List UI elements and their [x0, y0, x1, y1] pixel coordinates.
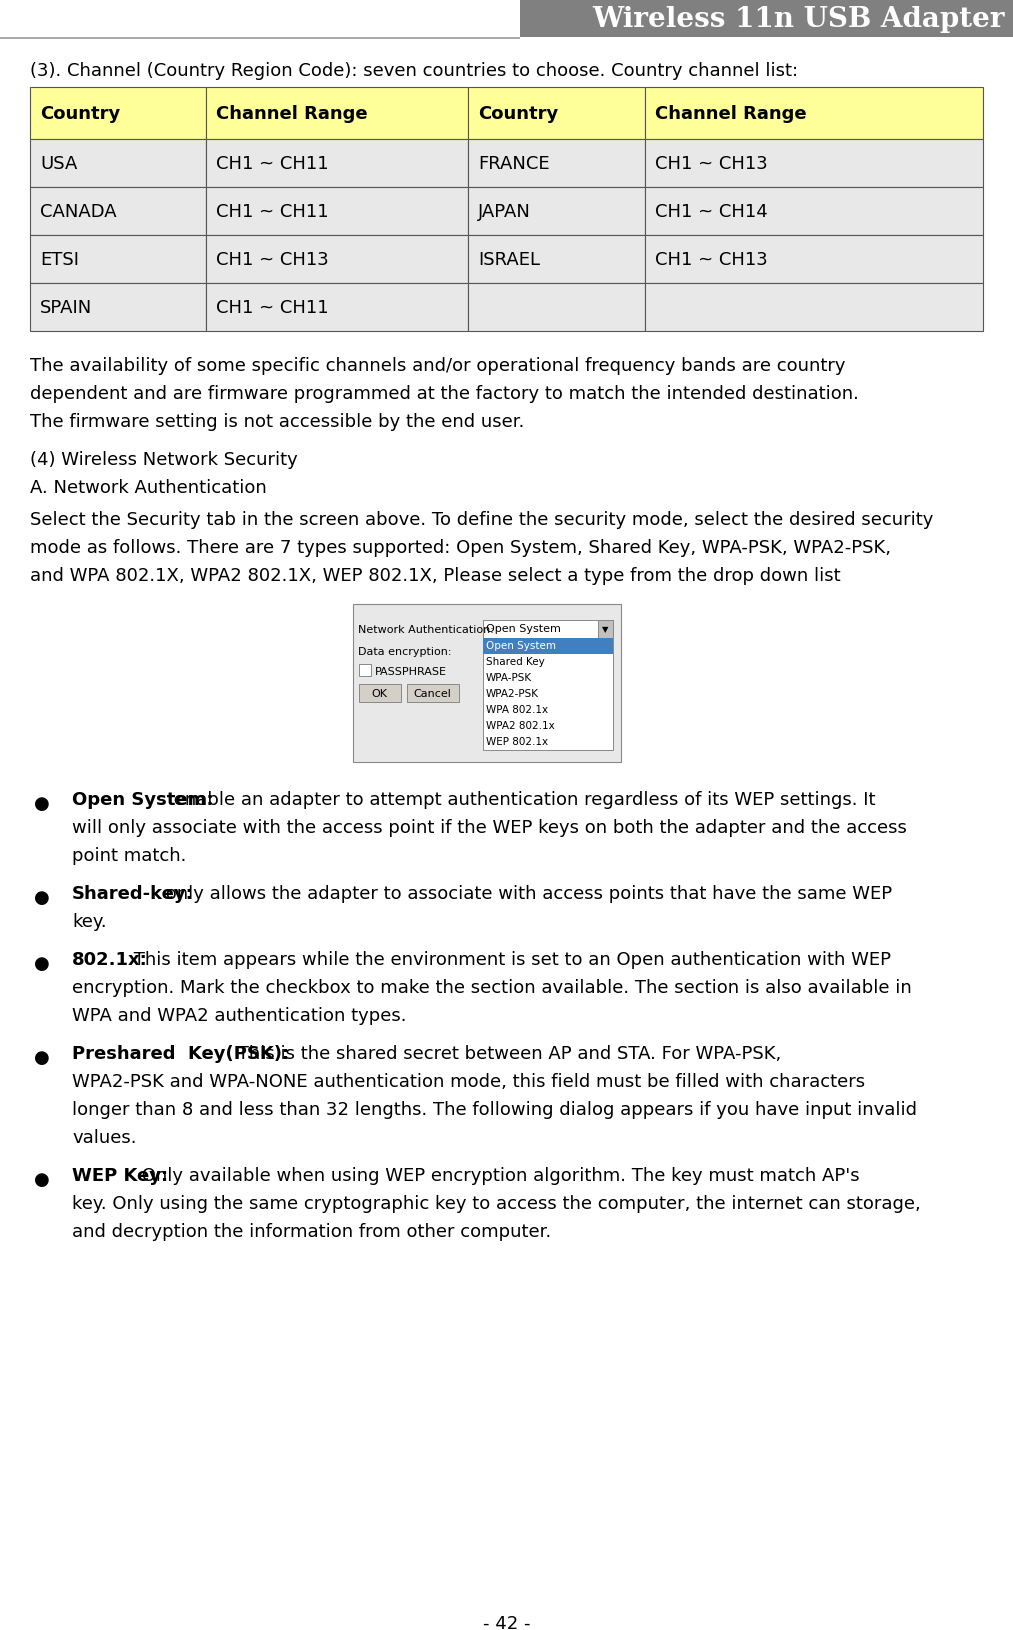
- Text: CH1 ~ CH11: CH1 ~ CH11: [217, 155, 329, 173]
- Bar: [482, 621, 613, 639]
- Text: CH1 ~ CH11: CH1 ~ CH11: [217, 298, 329, 316]
- Text: CH1 ~ CH11: CH1 ~ CH11: [217, 202, 329, 220]
- Bar: [30, 140, 207, 187]
- Text: Channel Range: Channel Range: [654, 104, 806, 122]
- Bar: [468, 236, 644, 284]
- Bar: [30, 284, 207, 333]
- Text: point match.: point match.: [72, 846, 186, 864]
- Text: CH1 ~ CH13: CH1 ~ CH13: [217, 251, 329, 269]
- Text: This item appears while the environment is set to an Open authentication with WE: This item appears while the environment …: [128, 950, 891, 968]
- Bar: [468, 187, 644, 236]
- Bar: [468, 140, 644, 187]
- Text: CANADA: CANADA: [40, 202, 116, 220]
- Text: only allows the adapter to associate with access points that have the same WEP: only allows the adapter to associate wit…: [160, 885, 892, 903]
- Bar: [30, 236, 207, 284]
- Text: and WPA 802.1X, WPA2 802.1X, WEP 802.1X, Please select a type from the drop down: and WPA 802.1X, WPA2 802.1X, WEP 802.1X,…: [30, 567, 841, 585]
- Bar: [468, 284, 644, 333]
- Text: OK: OK: [372, 688, 388, 699]
- Text: PASSPHRASE: PASSPHRASE: [375, 667, 447, 676]
- Text: will only associate with the access point if the WEP keys on both the adapter an: will only associate with the access poin…: [72, 818, 907, 836]
- Text: Country: Country: [40, 104, 121, 122]
- Bar: [482, 639, 613, 655]
- Text: Channel Range: Channel Range: [217, 104, 368, 122]
- Bar: [644, 88, 983, 140]
- Bar: [353, 605, 621, 763]
- Text: ISRAEL: ISRAEL: [478, 251, 540, 269]
- Text: WPA2 802.1x: WPA2 802.1x: [485, 720, 554, 730]
- Bar: [207, 236, 468, 284]
- Text: WPA2-PSK: WPA2-PSK: [485, 688, 539, 699]
- Text: Network Authentication:: Network Authentication:: [359, 624, 494, 634]
- Text: WPA and WPA2 authentication types.: WPA and WPA2 authentication types.: [72, 1006, 406, 1024]
- Text: ●: ●: [34, 955, 50, 973]
- Text: SPAIN: SPAIN: [40, 298, 92, 316]
- Text: Open System: Open System: [485, 641, 555, 650]
- Text: The availability of some specific channels and/or operational frequency bands ar: The availability of some specific channe…: [30, 357, 846, 375]
- Text: WPA 802.1x: WPA 802.1x: [485, 704, 548, 714]
- Text: longer than 8 and less than 32 lengths. The following dialog appears if you have: longer than 8 and less than 32 lengths. …: [72, 1100, 917, 1118]
- Text: key. Only using the same cryptographic key to access the computer, the internet : key. Only using the same cryptographic k…: [72, 1195, 921, 1213]
- Text: A. Network Authentication: A. Network Authentication: [30, 479, 266, 497]
- Text: Cancel: Cancel: [413, 688, 452, 699]
- Text: 802.1x:: 802.1x:: [72, 950, 148, 968]
- Bar: [207, 140, 468, 187]
- Text: Country: Country: [478, 104, 558, 122]
- Text: ●: ●: [34, 794, 50, 812]
- Text: enable an adapter to attempt authentication regardless of its WEP settings. It: enable an adapter to attempt authenticat…: [168, 791, 875, 808]
- Text: ▼: ▼: [602, 626, 608, 634]
- Bar: [468, 88, 644, 140]
- Bar: [30, 187, 207, 236]
- Bar: [30, 88, 207, 140]
- Bar: [359, 665, 371, 676]
- Text: CH1 ~ CH14: CH1 ~ CH14: [654, 202, 768, 220]
- Bar: [207, 187, 468, 236]
- Text: CH1 ~ CH13: CH1 ~ CH13: [654, 251, 768, 269]
- Text: Shared-key:: Shared-key:: [72, 885, 193, 903]
- Text: WPA-PSK: WPA-PSK: [485, 673, 532, 683]
- Bar: [207, 88, 468, 140]
- Text: JAPAN: JAPAN: [478, 202, 531, 220]
- Text: values.: values.: [72, 1128, 137, 1146]
- Text: Only available when using WEP encryption algorithm. The key must match AP's: Only available when using WEP encryption…: [136, 1167, 860, 1185]
- Text: This is the shared secret between AP and STA. For WPA-PSK,: This is the shared secret between AP and…: [232, 1045, 781, 1063]
- Text: Shared Key: Shared Key: [485, 657, 544, 667]
- Text: Wireless 11n USB Adapter: Wireless 11n USB Adapter: [593, 5, 1005, 33]
- Text: mode as follows. There are 7 types supported: Open System, Shared Key, WPA-PSK, : mode as follows. There are 7 types suppo…: [30, 538, 891, 557]
- Text: ●: ●: [34, 1048, 50, 1066]
- Bar: [482, 639, 613, 750]
- Text: encryption. Mark the checkbox to make the section available. The section is also: encryption. Mark the checkbox to make th…: [72, 978, 912, 996]
- Bar: [644, 140, 983, 187]
- Bar: [0, 37, 520, 41]
- Bar: [359, 685, 400, 703]
- Bar: [207, 284, 468, 333]
- Text: dependent and are firmware programmed at the factory to match the intended desti: dependent and are firmware programmed at…: [30, 385, 859, 403]
- Text: ●: ●: [34, 1170, 50, 1188]
- Text: Data encryption:: Data encryption:: [359, 647, 452, 657]
- Text: WEP 802.1x: WEP 802.1x: [485, 737, 548, 747]
- Text: (4) Wireless Network Security: (4) Wireless Network Security: [30, 452, 298, 469]
- Text: CH1 ~ CH13: CH1 ~ CH13: [654, 155, 768, 173]
- Text: key.: key.: [72, 913, 106, 931]
- Text: The firmware setting is not accessible by the end user.: The firmware setting is not accessible b…: [30, 412, 525, 430]
- Text: ●: ●: [34, 888, 50, 906]
- Text: and decryption the information from other computer.: and decryption the information from othe…: [72, 1222, 551, 1240]
- Text: FRANCE: FRANCE: [478, 155, 550, 173]
- Text: WPA2-PSK and WPA-NONE authentication mode, this field must be filled with charac: WPA2-PSK and WPA-NONE authentication mod…: [72, 1073, 865, 1090]
- Bar: [598, 621, 613, 639]
- Text: USA: USA: [40, 155, 77, 173]
- Bar: [644, 236, 983, 284]
- Text: Open System: Open System: [486, 624, 561, 634]
- Text: ETSI: ETSI: [40, 251, 79, 269]
- Bar: [406, 685, 459, 703]
- Bar: [644, 284, 983, 333]
- Text: WEP Key:: WEP Key:: [72, 1167, 168, 1185]
- Text: - 42 -: - 42 -: [483, 1614, 530, 1630]
- Bar: [644, 187, 983, 236]
- Text: Open System:: Open System:: [72, 791, 214, 808]
- Text: Select the Security tab in the screen above. To define the security mode, select: Select the Security tab in the screen ab…: [30, 510, 933, 528]
- Text: Preshared  Key(PSK):: Preshared Key(PSK):: [72, 1045, 289, 1063]
- Bar: [520, 0, 1013, 37]
- Text: (3). Channel (Country Region Code): seven countries to choose. Country channel l: (3). Channel (Country Region Code): seve…: [30, 62, 798, 80]
